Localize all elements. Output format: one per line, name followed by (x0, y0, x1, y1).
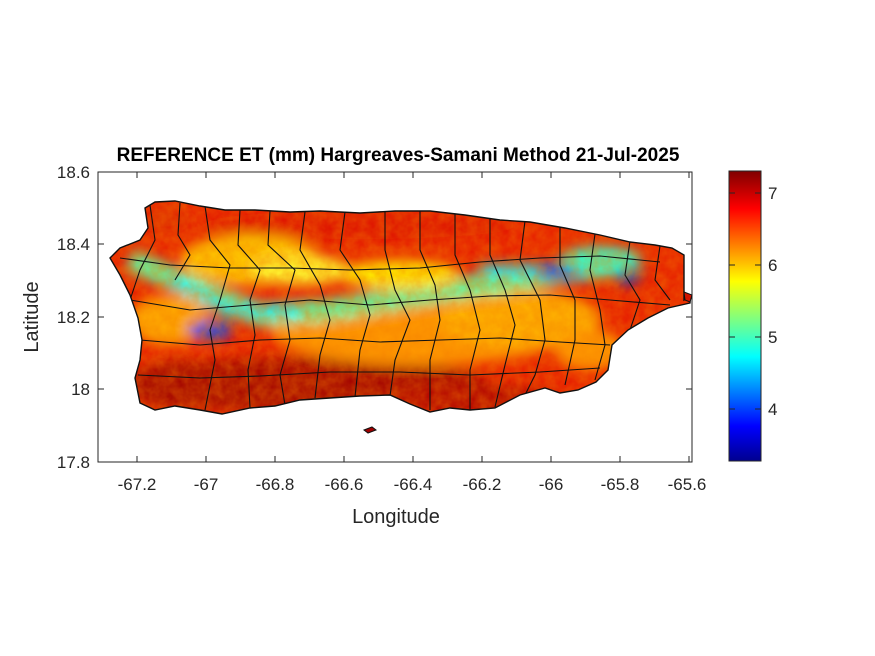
colorbar-tick-label: 6 (768, 256, 777, 275)
x-tick-label: -66.2 (463, 475, 502, 494)
colorbar-ticks (729, 192, 761, 410)
colorbar-tick-label: 4 (768, 400, 777, 419)
et-heatmap (110, 201, 690, 414)
y-axis (98, 243, 692, 390)
y-tick-label: 17.8 (57, 453, 90, 472)
municipality-boundaries (119, 202, 671, 411)
x-tick-label: -66.4 (394, 475, 433, 494)
x-axis-label: Longitude (352, 506, 440, 528)
x-tick-label: -67 (194, 475, 219, 494)
x-tick-label: -66 (539, 475, 564, 494)
colorbar-tick-label: 5 (768, 328, 777, 347)
colorbar (728, 170, 762, 462)
colorbar-tick-label: 7 (768, 184, 777, 203)
y-axis-label: Latitude (21, 281, 43, 352)
x-axis (136, 172, 690, 462)
map-title: REFERENCE ET (mm) Hargreaves-Samani Meth… (117, 145, 680, 166)
x-tick-label: -65.6 (668, 475, 707, 494)
x-tick-label: -67.2 (118, 475, 157, 494)
x-tick-label: -65.8 (601, 475, 640, 494)
x-tick-label: -66.6 (325, 475, 364, 494)
y-tick-label: 18.2 (57, 308, 90, 327)
y-tick-label: 18.4 (57, 235, 90, 254)
y-tick-label: 18 (71, 380, 90, 399)
islet-east (683, 291, 693, 303)
x-tick-label: -66.8 (256, 475, 295, 494)
islet-caja-de-muertos (362, 426, 378, 434)
y-tick-label: 18.6 (57, 163, 90, 182)
